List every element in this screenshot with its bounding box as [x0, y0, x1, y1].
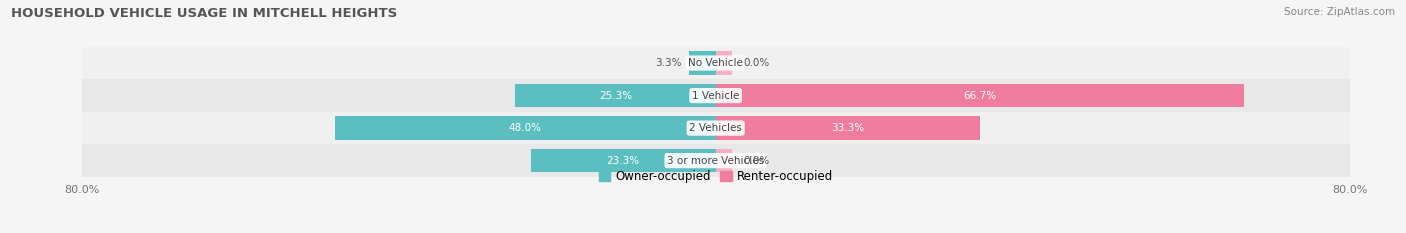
Bar [689, 51, 716, 75]
Text: 33.3%: 33.3% [831, 123, 865, 133]
Text: 23.3%: 23.3% [607, 156, 640, 166]
Bar [82, 79, 1350, 112]
Bar [82, 144, 1350, 177]
Legend: Owner-occupied, Renter-occupied: Owner-occupied, Renter-occupied [599, 170, 832, 183]
Text: 3.3%: 3.3% [655, 58, 682, 68]
Bar [716, 51, 731, 75]
Text: No Vehicle: No Vehicle [688, 58, 744, 68]
Text: 48.0%: 48.0% [509, 123, 541, 133]
Text: 0.0%: 0.0% [744, 156, 769, 166]
Bar [531, 149, 716, 172]
Text: 2 Vehicles: 2 Vehicles [689, 123, 742, 133]
Text: HOUSEHOLD VEHICLE USAGE IN MITCHELL HEIGHTS: HOUSEHOLD VEHICLE USAGE IN MITCHELL HEIG… [11, 7, 398, 20]
Text: Source: ZipAtlas.com: Source: ZipAtlas.com [1284, 7, 1395, 17]
Bar [716, 84, 1244, 107]
Text: 3 or more Vehicles: 3 or more Vehicles [666, 156, 765, 166]
Text: 0.0%: 0.0% [744, 58, 769, 68]
Bar [716, 116, 980, 140]
Bar [716, 149, 731, 172]
Bar [335, 116, 716, 140]
Text: 1 Vehicle: 1 Vehicle [692, 91, 740, 101]
Text: 25.3%: 25.3% [599, 91, 631, 101]
Bar [82, 112, 1350, 144]
Bar [82, 47, 1350, 79]
Bar [515, 84, 716, 107]
Text: 66.7%: 66.7% [963, 91, 997, 101]
